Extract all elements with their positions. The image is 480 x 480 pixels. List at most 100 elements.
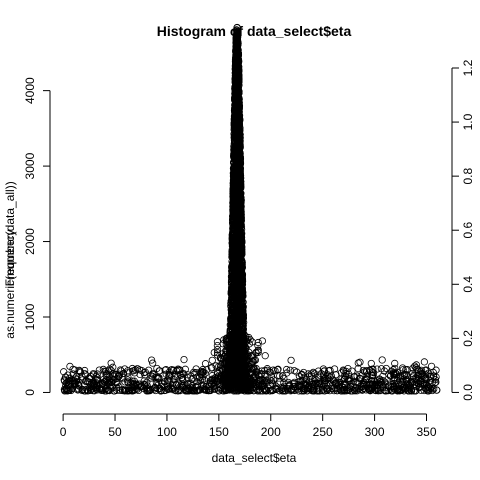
data-point [258, 379, 267, 388]
data-point [391, 364, 399, 373]
data-point [136, 370, 144, 379]
data-point [357, 382, 365, 390]
data-point [235, 256, 243, 265]
data-point [362, 386, 370, 394]
data-point [262, 387, 270, 395]
data-point [115, 383, 123, 391]
data-point [400, 377, 408, 385]
data-point [227, 379, 235, 388]
data-point [344, 377, 353, 385]
data-point [235, 210, 243, 218]
data-point [151, 386, 160, 395]
data-point [232, 116, 241, 124]
data-point [285, 382, 293, 390]
data-point [208, 356, 216, 364]
data-point [229, 344, 237, 353]
data-point [201, 369, 209, 377]
data-point [255, 385, 263, 393]
y2-tick-label: 0.2 [461, 330, 475, 347]
data-point [164, 385, 172, 394]
data-point [116, 366, 124, 374]
data-point [234, 142, 243, 150]
data-point [312, 376, 320, 384]
data-point [81, 366, 89, 375]
data-point [221, 359, 229, 368]
data-point [229, 220, 237, 228]
data-point [368, 376, 376, 385]
data-point [240, 369, 248, 378]
data-point [425, 384, 433, 392]
data-point [161, 378, 169, 386]
data-point [283, 369, 291, 377]
data-point [206, 379, 214, 387]
data-point [391, 359, 399, 367]
data-point [307, 370, 315, 378]
data-point [359, 366, 367, 375]
data-point [242, 338, 250, 346]
data-point [414, 372, 422, 380]
data-point [217, 365, 225, 373]
data-point [222, 337, 231, 345]
data-points [60, 23, 441, 395]
data-point [230, 256, 238, 264]
data-point [261, 352, 269, 360]
data-point [377, 377, 385, 385]
data-point [430, 385, 438, 393]
data-point [155, 374, 163, 382]
data-point [254, 347, 262, 355]
data-point [313, 381, 321, 389]
y-tick-label: 4000 [23, 77, 37, 104]
data-point [249, 357, 257, 366]
data-point [326, 366, 334, 374]
data-point [287, 356, 295, 364]
data-point [368, 372, 377, 380]
data-point [263, 377, 271, 385]
data-point [229, 169, 237, 177]
data-point [131, 366, 140, 374]
data-point [228, 352, 237, 360]
data-point [404, 387, 412, 395]
data-point [305, 385, 313, 393]
data-point [190, 370, 198, 378]
data-point [238, 295, 246, 303]
data-point [60, 376, 68, 384]
data-point [414, 379, 422, 387]
data-point [252, 372, 260, 380]
data-point [211, 385, 219, 394]
data-point [180, 355, 188, 364]
data-point [391, 369, 400, 378]
data-point [160, 383, 169, 391]
data-point [148, 356, 156, 364]
data-point [255, 380, 263, 388]
data-point [407, 387, 416, 395]
y-tick-label: 0 [23, 389, 37, 396]
data-point [148, 372, 157, 380]
data-point [121, 386, 129, 394]
data-point [109, 383, 117, 391]
data-point [374, 387, 382, 395]
data-point [358, 386, 366, 394]
data-point [227, 315, 235, 323]
data-point [233, 145, 242, 153]
data-point [409, 364, 417, 372]
data-point [147, 374, 155, 382]
data-point [295, 372, 303, 380]
data-point [195, 373, 203, 382]
data-point [238, 326, 247, 334]
data-point [213, 338, 222, 346]
data-point [340, 375, 348, 384]
data-point [176, 366, 184, 374]
data-point [403, 377, 411, 386]
data-point [228, 333, 237, 341]
data-point [60, 368, 68, 376]
data-point [230, 150, 238, 159]
data-point [172, 386, 180, 395]
data-point [70, 376, 78, 385]
data-point [236, 303, 244, 311]
x-tick-label: 100 [157, 425, 177, 439]
data-point [238, 226, 246, 234]
data-point [228, 236, 237, 244]
data-point [185, 385, 193, 393]
data-point [231, 94, 239, 102]
data-point [236, 380, 244, 388]
